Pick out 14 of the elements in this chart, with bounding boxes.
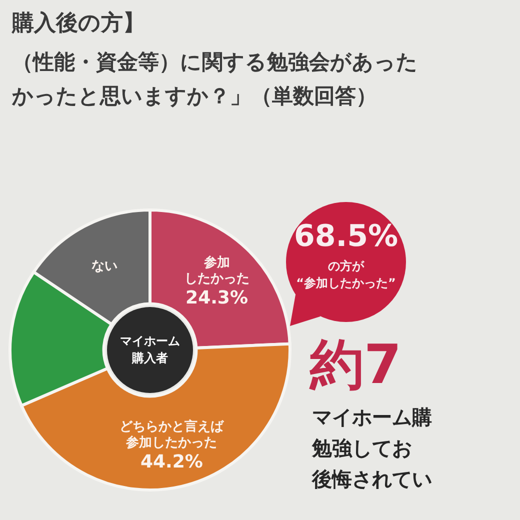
chart-title: 購入後の方】 (12, 10, 145, 38)
text: 約7 (310, 333, 402, 396)
data-label: 24.3% (186, 288, 248, 309)
slice-label: ない (92, 258, 118, 274)
text: 後悔されてい (312, 466, 432, 493)
text: マイホーム購 (312, 404, 432, 431)
chart-subtitle: （性能・資金等）に関する勉強会があったかったと思いますか？」（単数回答） (12, 49, 418, 110)
text: 勉強してお (312, 435, 412, 462)
data-label: 44.2% (140, 452, 203, 473)
text: の方が“参加したかった” (295, 258, 397, 292)
slice-label: 参加したかった (184, 254, 250, 287)
slice-label: どちらかと言えば参加したかった (120, 418, 225, 451)
text: 68.5% (292, 218, 400, 256)
text: マイホーム購入者 (119, 333, 181, 367)
